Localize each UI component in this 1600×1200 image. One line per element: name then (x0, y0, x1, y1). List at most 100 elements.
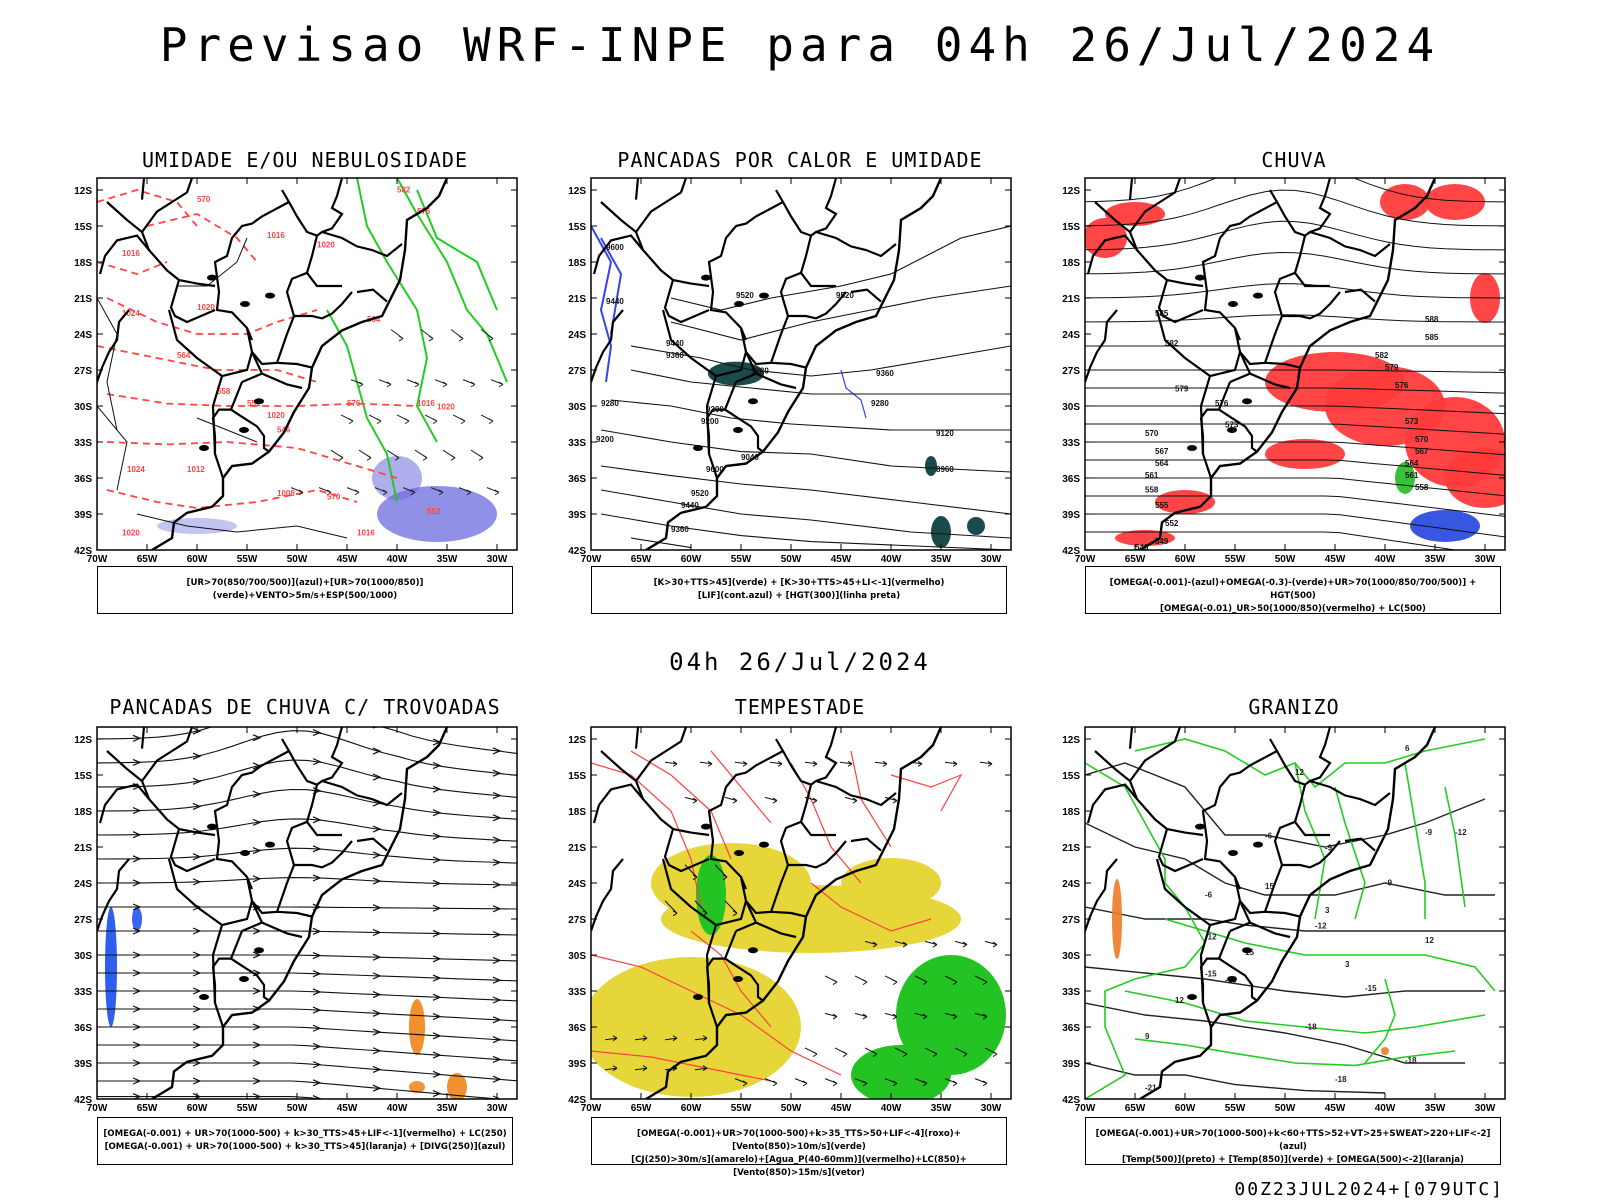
contour-label: 546 (1135, 543, 1149, 552)
contour-label: 9040 (741, 453, 759, 462)
lat-tick-label: 30S (568, 402, 586, 413)
lon-tick-label: 70W (1075, 1103, 1096, 1114)
lon-tick-label: 70W (1075, 554, 1096, 565)
lat-tick-label: 42S (568, 1095, 586, 1106)
lat-tick-label: 15S (1062, 222, 1080, 233)
lon-tick-label: 35W (1425, 554, 1446, 565)
contour-label: 552 (427, 507, 441, 516)
contour-label: 12 (1425, 936, 1434, 945)
contour-label: 558 (217, 387, 231, 396)
panel-6-map: -6 -9 -6 -9 -12 -12 -15 -18 -18 -18 -21 -15 -12 -9 12 1… (1062, 726, 1506, 1114)
lat-tick-label: 39S (74, 510, 92, 521)
lat-tick-label: 12S (1062, 735, 1080, 746)
lat-tick-label: 39S (1062, 510, 1080, 521)
contour-label: 1020 (122, 529, 140, 538)
contour-label: 9120 (936, 429, 954, 438)
contour-label: -12 (1315, 922, 1327, 931)
legend-line: [K>30+TTS>45](verde) + [K>30+TTS>45+LI<-… (653, 578, 945, 588)
lat-tick-label: 12S (74, 186, 92, 197)
lat-tick-label: 39S (568, 1059, 586, 1070)
lat-tick-label: 18S (74, 807, 92, 818)
legend-line: [OMEGA(-0.001)-(azul)+OMEGA(-0.3)-(verde… (1109, 578, 1477, 601)
contour-label: 15 (1265, 882, 1274, 891)
panel-4-legend: [OMEGA(-0.001) + UR>70(1000-500) + k>30_… (97, 1117, 513, 1165)
panel-3-title: CHUVA (1261, 148, 1327, 172)
contour-label: 549 (1155, 537, 1169, 546)
lat-tick-label: 15S (74, 771, 92, 782)
contour-label: 1012 (187, 465, 205, 474)
contour-label: 1020 (317, 241, 335, 250)
contour-label: 561 (1145, 471, 1159, 480)
legend-line: [OMEGA(-0.001)+UR>70(1000-500)+k<60+TTS>… (1095, 1129, 1491, 1152)
contour-label: 1016 (122, 249, 140, 258)
lat-tick-label: 24S (1062, 879, 1080, 890)
contour-label: 9600 (606, 243, 624, 252)
forecast-time-label: 04h 26/Jul/2024 (669, 648, 931, 676)
contour-label: 573 (1405, 417, 1419, 426)
lon-tick-label: 50W (287, 1103, 308, 1114)
contour-label: -12 (1455, 828, 1467, 837)
contour-label: 579 (1385, 363, 1399, 372)
lon-tick-label: 65W (1125, 1103, 1146, 1114)
contour-label: 9360 (876, 369, 894, 378)
contour-label: 9280 (601, 399, 619, 408)
contour-label: 6 (1405, 744, 1410, 753)
contour-label: -21 (1145, 1084, 1157, 1093)
contour-label: 1024 (127, 465, 145, 474)
lat-tick-label: 33S (568, 987, 586, 998)
lat-tick-label: 15S (568, 222, 586, 233)
lon-tick-label: 30W (1475, 1103, 1496, 1114)
lat-tick-label: 12S (568, 735, 586, 746)
lon-tick-label: 40W (881, 554, 902, 565)
contour-label: 567 (1155, 447, 1169, 456)
contour-label: 564 (1405, 459, 1419, 468)
contour-label: 3 (1345, 960, 1350, 969)
lat-tick-label: 39S (74, 1059, 92, 1070)
lon-tick-label: 35W (437, 1103, 458, 1114)
lon-tick-label: 45W (831, 554, 852, 565)
panel-1-legend: [UR>70(850/700/500)](azul)+[UR>70(1000/8… (97, 566, 513, 614)
contour-label: 9 (1145, 1032, 1150, 1041)
lon-tick-label: 50W (1275, 1103, 1296, 1114)
contour-label: 564 (1155, 459, 1169, 468)
panel-4-borders (97, 727, 449, 1099)
lat-tick-label: 27S (1062, 366, 1080, 377)
run-info: 00Z23JUL2024+[079UTC] (1234, 1179, 1504, 1200)
lon-tick-label: 55W (1225, 1103, 1246, 1114)
lat-tick-label: 33S (1062, 438, 1080, 449)
panel-1-frame (96, 177, 518, 551)
lon-tick-label: 30W (981, 1103, 1002, 1114)
lat-tick-label: 21S (74, 294, 92, 305)
lat-tick-label: 18S (568, 258, 586, 269)
lon-tick-label: 65W (631, 554, 652, 565)
lat-tick-label: 27S (74, 366, 92, 377)
lon-tick-label: 50W (781, 554, 802, 565)
lat-tick-label: 24S (74, 879, 92, 890)
lon-tick-label: 45W (1325, 554, 1346, 565)
lat-tick-label: 42S (568, 546, 586, 557)
contour-label: 8960 (936, 465, 954, 474)
panel-3-borders (1085, 178, 1437, 550)
panel-1-map: 1016101610201020102410121008101610201016… (74, 177, 518, 565)
contour-label: 9520 (736, 291, 754, 300)
lon-tick-label: 35W (1425, 1103, 1446, 1114)
lat-tick-label: 18S (1062, 807, 1080, 818)
lat-tick-label: 36S (1062, 1023, 1080, 1034)
lat-tick-label: 36S (1062, 474, 1080, 485)
lon-tick-label: 55W (731, 1103, 752, 1114)
lon-tick-label: 50W (1275, 554, 1296, 565)
contour-label: 9280 (751, 367, 769, 376)
lat-tick-label: 21S (568, 843, 586, 854)
lat-tick-label: 18S (1062, 258, 1080, 269)
contour-label: -12 (1205, 932, 1217, 941)
contour-label: 1024 (122, 309, 140, 318)
lat-tick-label: 33S (74, 438, 92, 449)
lat-tick-label: 39S (1062, 1059, 1080, 1070)
contour-label: 9520 (836, 291, 854, 300)
panel-6-field: -6 -9 -6 -9 -12 -12 -15 -18 -18 -18 -21 -15 -12 -9 12 1… (1085, 727, 1505, 1099)
contour-label: 1016 (357, 529, 375, 538)
panel-3-field: 585 582 579 576 573 570 567 564 561 558 555 552 549 5… (1085, 178, 1505, 552)
panel-2-borders (591, 178, 943, 550)
contour-label: 1020 (437, 403, 455, 412)
